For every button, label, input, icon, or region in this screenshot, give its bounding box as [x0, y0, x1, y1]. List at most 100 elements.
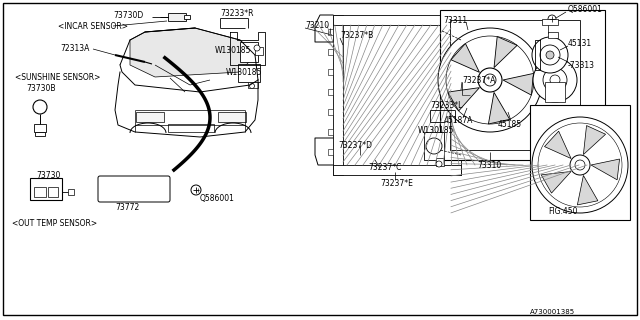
Bar	[461, 129, 466, 135]
Circle shape	[532, 37, 568, 73]
Bar	[136, 112, 164, 122]
Circle shape	[546, 51, 554, 59]
Text: 73772: 73772	[115, 203, 140, 212]
Bar	[255, 47, 263, 55]
Bar	[218, 112, 246, 122]
Text: <SUNSHINE SENSOR>: <SUNSHINE SENSOR>	[15, 73, 100, 82]
Polygon shape	[545, 131, 571, 158]
Text: Q586001: Q586001	[200, 194, 235, 203]
Text: 73237*A: 73237*A	[462, 76, 495, 84]
Text: W130185: W130185	[418, 125, 454, 134]
Bar	[184, 15, 190, 19]
Bar	[461, 149, 466, 155]
Bar	[333, 165, 461, 175]
Bar	[34, 124, 46, 132]
Circle shape	[548, 15, 556, 23]
Circle shape	[436, 161, 442, 167]
Text: <INCAR SENSOR>: <INCAR SENSOR>	[58, 21, 128, 30]
Bar	[30, 178, 62, 200]
Bar	[328, 69, 333, 75]
Bar	[238, 64, 260, 82]
Bar	[328, 89, 333, 95]
Bar	[328, 109, 333, 115]
Text: -73313: -73313	[568, 60, 595, 69]
Bar	[35, 132, 45, 136]
Polygon shape	[451, 44, 479, 72]
Bar	[333, 15, 461, 25]
Bar	[461, 69, 466, 75]
Circle shape	[575, 160, 585, 170]
Bar	[328, 29, 333, 35]
Text: 73233*R: 73233*R	[220, 9, 253, 18]
Circle shape	[33, 100, 47, 114]
Polygon shape	[591, 159, 620, 180]
Text: 45185: 45185	[498, 119, 522, 129]
Text: 73237*C: 73237*C	[368, 163, 401, 172]
Circle shape	[191, 185, 201, 195]
Polygon shape	[541, 172, 571, 193]
Text: 73730: 73730	[36, 171, 60, 180]
Circle shape	[438, 28, 542, 132]
Circle shape	[254, 45, 260, 51]
Bar	[168, 124, 214, 132]
Bar	[168, 13, 186, 21]
Bar	[248, 82, 258, 88]
Bar	[440, 10, 605, 160]
Bar	[545, 82, 565, 102]
Circle shape	[570, 155, 590, 175]
Text: W130185: W130185	[215, 45, 252, 54]
Bar	[68, 189, 74, 195]
Text: 73730B: 73730B	[26, 84, 56, 92]
Text: 73237*B: 73237*B	[340, 30, 373, 39]
Bar	[34, 187, 46, 197]
Bar	[461, 89, 466, 95]
Circle shape	[250, 84, 255, 89]
Bar	[48, 187, 58, 197]
Bar	[548, 32, 558, 38]
Bar	[461, 49, 466, 55]
Text: FIG.450: FIG.450	[548, 207, 577, 217]
Text: 72313A: 72313A	[60, 44, 90, 52]
Circle shape	[543, 68, 567, 92]
Circle shape	[538, 123, 622, 207]
Polygon shape	[130, 28, 255, 77]
Bar	[240, 42, 258, 62]
Text: 73237*E: 73237*E	[380, 179, 413, 188]
Text: 73311: 73311	[443, 15, 467, 25]
Bar	[451, 15, 461, 175]
Text: A730001385: A730001385	[530, 309, 575, 315]
Polygon shape	[584, 125, 605, 155]
Bar	[328, 129, 333, 135]
Circle shape	[532, 117, 628, 213]
Circle shape	[484, 74, 496, 86]
Polygon shape	[488, 92, 509, 124]
Text: 73233*L: 73233*L	[430, 100, 462, 109]
Bar	[424, 132, 444, 160]
Polygon shape	[448, 88, 479, 111]
Text: Q586001: Q586001	[568, 4, 603, 13]
Circle shape	[478, 68, 502, 92]
Circle shape	[446, 36, 534, 124]
Text: 45187A: 45187A	[444, 116, 474, 124]
Circle shape	[540, 45, 560, 65]
Circle shape	[426, 138, 442, 154]
Text: 73310: 73310	[477, 161, 501, 170]
Bar	[328, 149, 333, 155]
Bar	[333, 15, 343, 175]
Bar	[436, 158, 444, 166]
Polygon shape	[577, 175, 598, 205]
FancyBboxPatch shape	[98, 176, 170, 202]
Text: W130185: W130185	[226, 68, 262, 76]
Text: 73210: 73210	[305, 20, 329, 29]
Text: 73237*D: 73237*D	[338, 140, 372, 149]
Bar	[530, 105, 630, 220]
Bar	[150, 61, 162, 67]
Bar	[542, 19, 558, 25]
Circle shape	[550, 75, 560, 85]
Polygon shape	[503, 73, 534, 95]
Bar	[450, 20, 580, 150]
Text: 45131: 45131	[568, 38, 592, 47]
Bar	[343, 25, 451, 165]
Polygon shape	[494, 36, 517, 68]
Text: 73730D: 73730D	[113, 11, 143, 20]
